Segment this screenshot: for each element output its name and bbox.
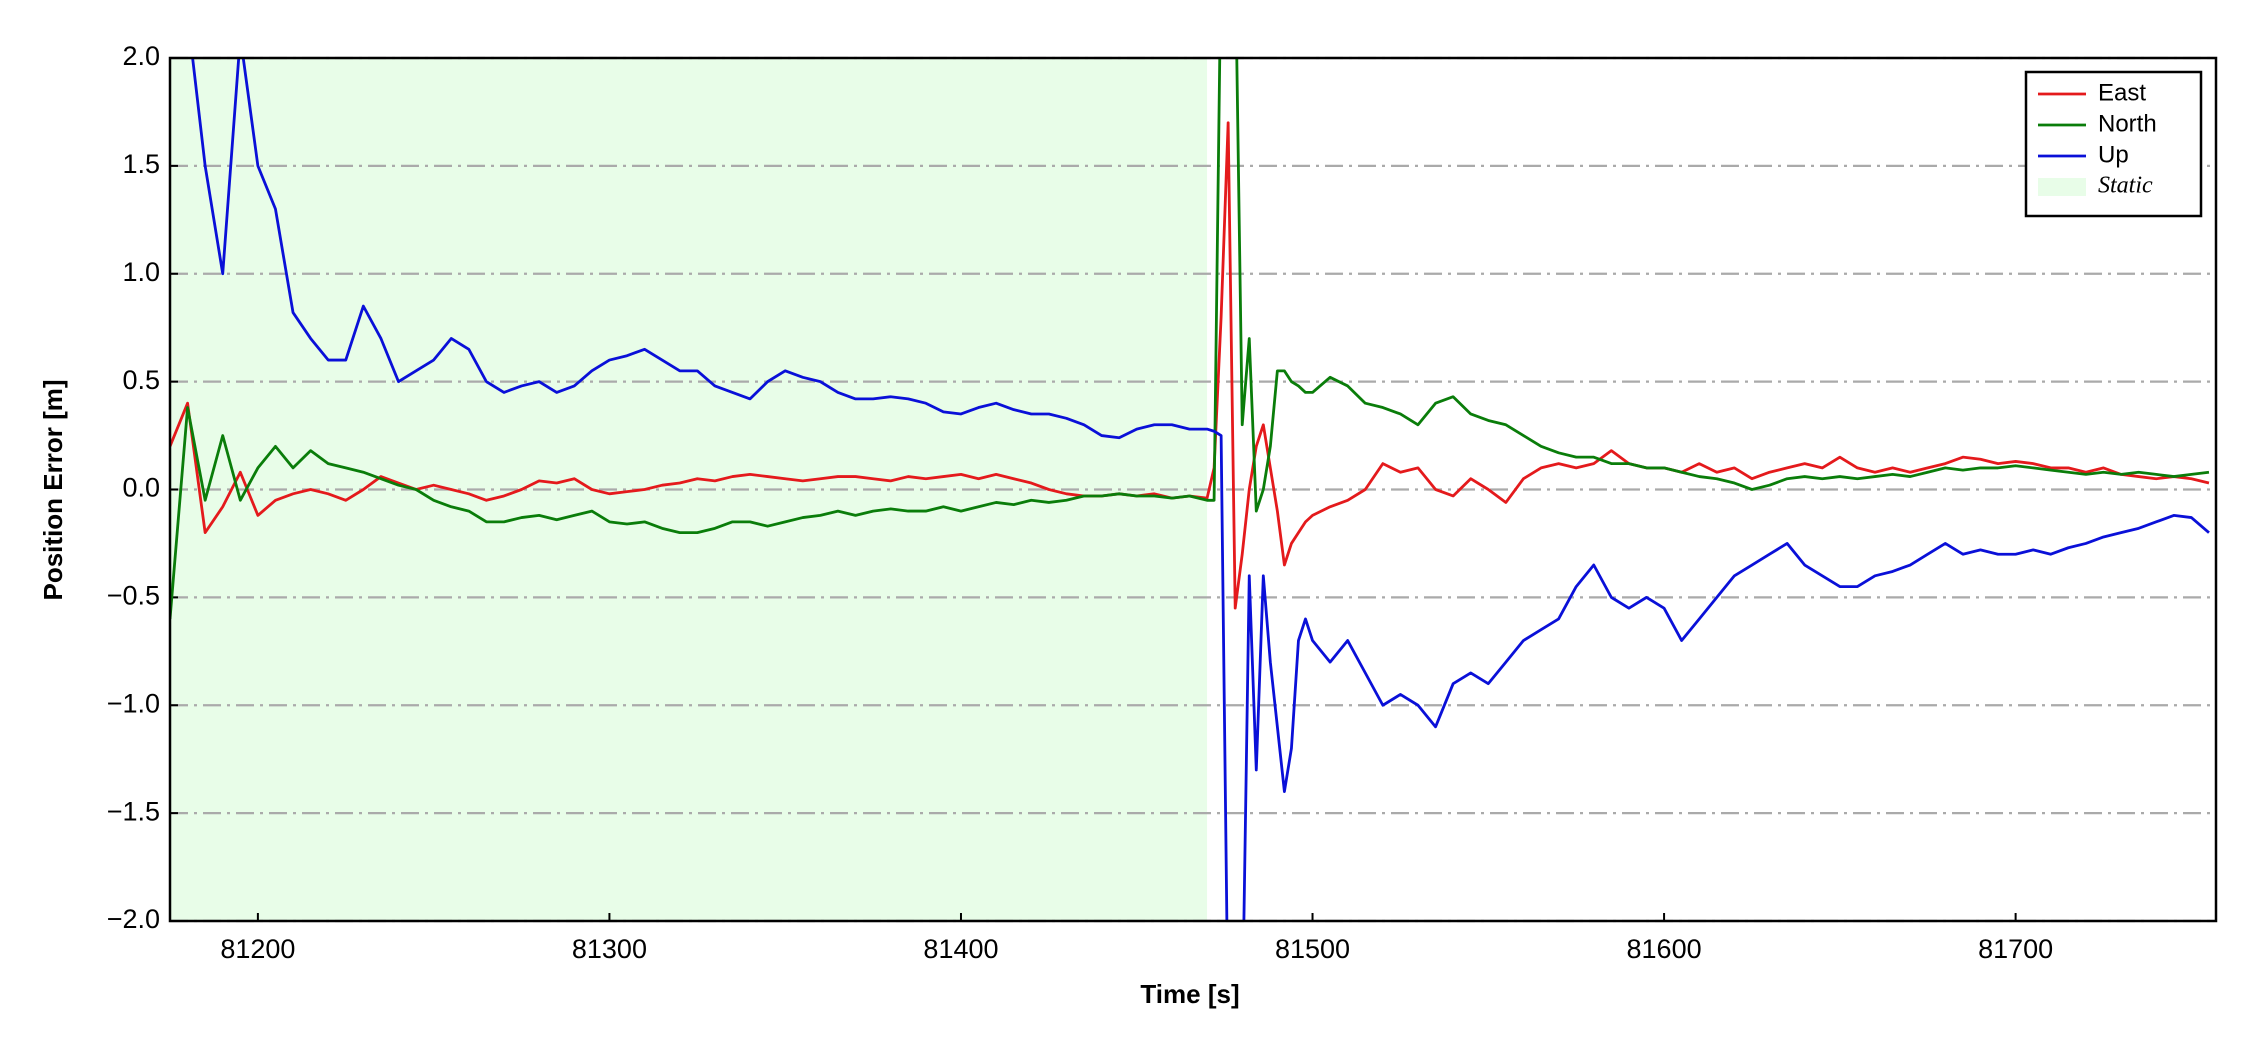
x-tick-label: 81200 xyxy=(220,934,295,964)
y-tick-label: 2.0 xyxy=(122,41,160,71)
legend-swatch xyxy=(2038,178,2086,196)
x-tick-label: 81500 xyxy=(1275,934,1350,964)
series-line xyxy=(170,121,2210,610)
series-line xyxy=(191,58,2210,921)
y-tick-label: 1.0 xyxy=(122,257,160,287)
series-line xyxy=(170,58,2210,620)
y-tick-label: 0.5 xyxy=(122,365,160,395)
y-tick-label: −1.5 xyxy=(107,796,160,826)
legend-label: North xyxy=(2098,110,2157,137)
y-tick-label: −1.0 xyxy=(107,688,160,718)
y-axis-label: Position Error [m] xyxy=(38,379,68,600)
legend-label: East xyxy=(2098,79,2146,106)
y-tick-label: 1.5 xyxy=(122,149,160,179)
plot-frame xyxy=(168,56,2218,923)
x-tick-label: 81400 xyxy=(923,934,998,964)
x-tick-label: 81700 xyxy=(1978,934,2053,964)
legend-label: Up xyxy=(2098,141,2129,168)
y-tick-label: 0.0 xyxy=(122,473,160,503)
y-tick-label: −0.5 xyxy=(107,581,160,611)
legend-label: Static xyxy=(2098,173,2153,199)
x-tick-label: 81300 xyxy=(572,934,647,964)
y-tick-label: −2.0 xyxy=(107,904,160,934)
x-tick-label: 81600 xyxy=(1627,934,1702,964)
x-axis-label: Time [s] xyxy=(1140,979,1239,1009)
